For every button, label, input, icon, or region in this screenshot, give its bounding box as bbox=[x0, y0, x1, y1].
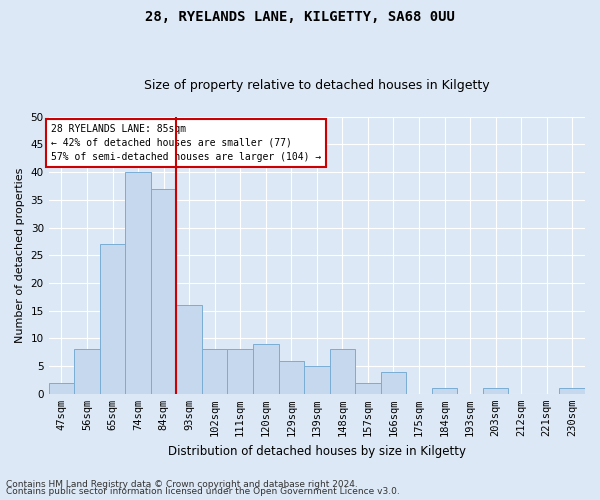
Bar bbox=[483, 388, 508, 394]
Bar bbox=[176, 305, 202, 394]
Bar bbox=[559, 388, 585, 394]
Bar bbox=[49, 382, 74, 394]
Y-axis label: Number of detached properties: Number of detached properties bbox=[15, 168, 25, 343]
Text: 28, RYELANDS LANE, KILGETTY, SA68 0UU: 28, RYELANDS LANE, KILGETTY, SA68 0UU bbox=[145, 10, 455, 24]
Bar bbox=[432, 388, 457, 394]
Bar bbox=[380, 372, 406, 394]
Bar bbox=[227, 350, 253, 394]
Bar bbox=[151, 189, 176, 394]
Bar bbox=[74, 350, 100, 394]
Text: Contains HM Land Registry data © Crown copyright and database right 2024.: Contains HM Land Registry data © Crown c… bbox=[6, 480, 358, 489]
Text: 28 RYELANDS LANE: 85sqm
← 42% of detached houses are smaller (77)
57% of semi-de: 28 RYELANDS LANE: 85sqm ← 42% of detache… bbox=[52, 124, 322, 162]
Bar bbox=[125, 172, 151, 394]
Bar bbox=[253, 344, 278, 394]
X-axis label: Distribution of detached houses by size in Kilgetty: Distribution of detached houses by size … bbox=[168, 444, 466, 458]
Bar bbox=[355, 382, 380, 394]
Bar bbox=[202, 350, 227, 394]
Title: Size of property relative to detached houses in Kilgetty: Size of property relative to detached ho… bbox=[144, 79, 490, 92]
Bar bbox=[100, 244, 125, 394]
Bar bbox=[278, 360, 304, 394]
Bar bbox=[329, 350, 355, 394]
Bar bbox=[304, 366, 329, 394]
Text: Contains public sector information licensed under the Open Government Licence v3: Contains public sector information licen… bbox=[6, 487, 400, 496]
